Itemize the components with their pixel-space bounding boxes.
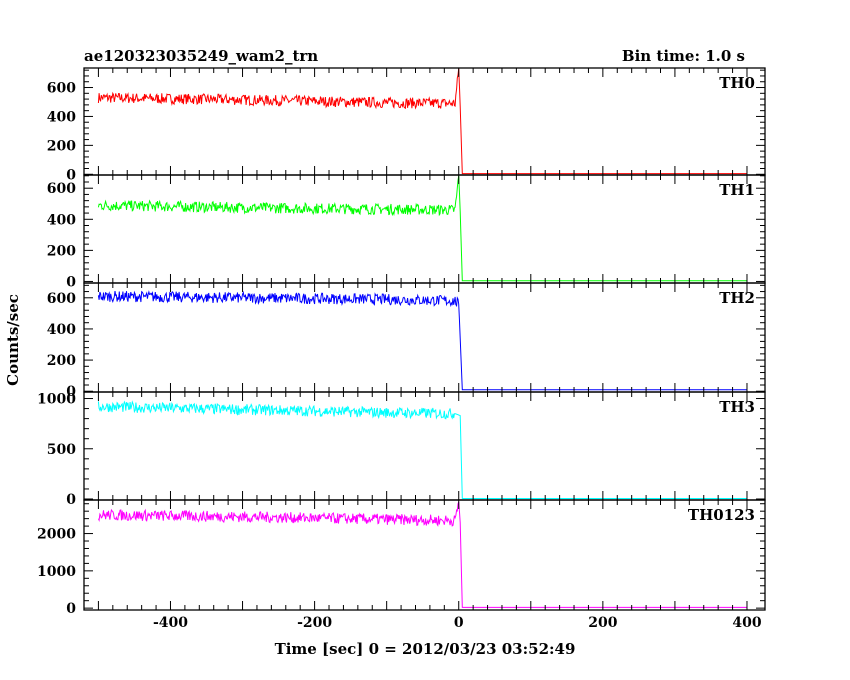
y-tick-label: 1000 [37,392,76,408]
x-tick-label: -200 [297,615,332,631]
y-tick-label: 600 [47,81,76,97]
y-axis-ticks: 0 200 400 600 [47,175,765,290]
y-tick-label: 600 [47,181,76,197]
series-line-th0 [97,68,747,175]
y-tick-label: 0 [66,492,76,508]
chart-subtitle: Bin time: 1.0 s [622,47,745,65]
y-tick-label: 400 [47,212,76,228]
y-tick-label: 1000 [37,564,76,580]
y-tick-label: 400 [47,322,76,338]
y-axis-ticks: 0 200 400 600 [47,284,765,400]
y-tick-label: 0 [66,601,76,617]
y-axis-ticks: 0 500 1000 [37,392,765,508]
y-tick-label: 0 [66,274,76,290]
chart-title: ae120323035249_wam2_trn [84,47,318,65]
x-tick-label: 200 [588,615,617,631]
panel-label: TH0123 [688,506,755,524]
panel-label: TH3 [719,398,755,416]
y-tick-label: 400 [47,109,76,125]
panel-th2: 0 200 400 600 TH2 [47,282,766,400]
y-tick-label: 2000 [37,527,76,543]
panel-frame [83,174,766,284]
x-tick-label: -400 [153,615,188,631]
panel-th0: 0 200 400 600 TH0 [47,67,766,183]
series-line-th1 [97,175,747,282]
panel-th1: 0 200 400 600 TH1 [47,174,766,290]
x-axis-label: Time [sec] 0 = 2012/03/23 03:52:49 [275,640,576,658]
y-tick-label: 0 [66,167,76,183]
y-tick-label: 0 [66,384,76,400]
panel-label: TH2 [719,289,755,307]
x-axis-ticks: -400 -200 0 200 400 [153,615,762,631]
y-tick-label: 500 [47,442,76,458]
y-tick-label: 200 [47,243,76,259]
panel-frame [83,499,766,611]
y-tick-label: 200 [47,353,76,369]
panel-label: TH1 [719,181,755,199]
panel-frame [83,391,766,501]
y-tick-label: 600 [47,291,76,307]
panel-th0123: 0 1000 2000 TH0123 [37,499,766,617]
panel-frame [83,67,766,176]
y-axis-label: Counts/sec [4,294,22,386]
x-tick-label: 400 [732,615,761,631]
x-tick-label: 0 [454,615,464,631]
y-tick-label: 200 [47,138,76,154]
y-axis-ticks: 0 1000 2000 [37,503,765,617]
series-line-th3 [97,400,747,499]
series-line-th0123 [97,501,747,608]
y-axis-ticks: 0 200 400 600 [47,69,765,183]
panel-frame [83,282,766,393]
series-line-th2 [97,290,747,391]
panel-label: TH0 [719,74,755,92]
panel-th3: 0 500 1000 TH3 [37,391,766,508]
